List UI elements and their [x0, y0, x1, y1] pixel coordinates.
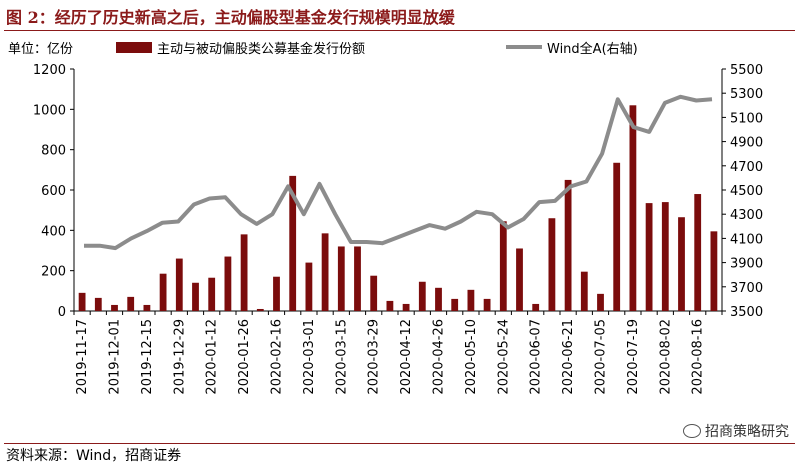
bar [678, 217, 685, 311]
bar [580, 271, 588, 311]
left-y-tick-label: 1000 [33, 103, 66, 118]
bar [94, 297, 102, 311]
bar [564, 179, 572, 311]
x-tick-label: 2020-06-21 [561, 319, 576, 395]
right-y-tick-label: 5500 [730, 63, 763, 78]
bar [111, 304, 118, 311]
bar [143, 304, 151, 311]
bar [402, 303, 410, 311]
right-y-tick-label: 5100 [730, 111, 763, 126]
bar [694, 194, 702, 311]
x-tick-label: 2019-12-01 [108, 319, 123, 395]
right-y-tick-label: 4100 [730, 232, 763, 247]
right-y-tick-label: 3500 [730, 305, 763, 320]
legend-line-label: Wind全A(右轴) [547, 41, 638, 57]
bar [127, 296, 135, 311]
bar [613, 162, 621, 311]
x-tick-label: 2019-12-15 [140, 319, 155, 395]
bar [548, 218, 556, 311]
x-tick-label: 2020-07-19 [626, 319, 641, 395]
series-line-wind-a [84, 94, 713, 251]
bar [451, 298, 459, 311]
x-tick-label: 2020-06-07 [529, 319, 544, 395]
watermark: 招商策略研究 [683, 421, 789, 441]
x-tick-label: 2020-03-01 [302, 319, 317, 395]
bar [661, 202, 669, 311]
bar [159, 273, 167, 311]
bar [516, 248, 523, 311]
x-tick-label: 2020-04-12 [399, 319, 414, 395]
bar [467, 289, 475, 311]
bar [418, 281, 426, 311]
bar [224, 256, 232, 311]
x-tick-label: 2020-05-24 [496, 319, 511, 395]
legend-bar-label: 主动与被动偏股类公募基金发行份额 [157, 41, 365, 57]
x-tick-label: 2020-08-16 [691, 319, 706, 395]
left-y-tick-label: 1200 [33, 63, 66, 78]
left-y-tick-label: 0 [58, 305, 66, 320]
left-y-tick-label: 600 [41, 184, 66, 199]
x-tick-label: 2020-01-12 [205, 319, 220, 395]
right-y-tick-label: 4900 [730, 136, 763, 151]
right-y-tick-label: 5300 [730, 87, 763, 102]
left-y-tick-label: 400 [41, 224, 66, 239]
x-tick-label: 2020-05-10 [464, 319, 479, 395]
source-note: 资料来源：Wind，招商证券 [6, 448, 182, 464]
left-y-tick-label: 200 [41, 265, 66, 280]
bar [629, 105, 637, 311]
bar [532, 303, 540, 311]
bar [354, 246, 361, 311]
source-divider [4, 443, 795, 444]
y-axis-unit-label: 单位：亿份 [8, 42, 73, 57]
x-tick-label: 2020-08-02 [658, 319, 673, 395]
bar [175, 258, 183, 311]
bar [289, 175, 297, 311]
x-tick-label: 2020-02-16 [270, 319, 285, 395]
legend-bar-swatch [116, 42, 152, 53]
bar [597, 293, 604, 311]
right-y-tick-label: 3700 [730, 281, 763, 296]
bar [499, 221, 507, 311]
x-tick-label: 2019-11-17 [75, 319, 90, 395]
bar [273, 276, 280, 311]
bar [337, 246, 345, 311]
bar [645, 203, 653, 311]
left-y-tick-label: 800 [41, 144, 66, 159]
bar [240, 234, 248, 311]
right-y-tick-label: 4700 [730, 160, 763, 175]
x-tick-label: 2020-03-29 [367, 319, 382, 395]
bar [435, 287, 442, 311]
title-divider [4, 30, 795, 31]
bar [305, 262, 313, 311]
wechat-icon [683, 424, 701, 438]
right-y-tick-label: 3900 [730, 257, 763, 272]
bar [483, 298, 491, 311]
bar [192, 282, 199, 311]
right-y-tick-label: 4300 [730, 208, 763, 223]
x-tick-label: 2020-01-26 [237, 319, 252, 395]
x-tick-label: 2020-04-26 [432, 319, 447, 395]
x-tick-label: 2019-12-29 [172, 319, 187, 395]
x-tick-label: 2020-07-05 [594, 319, 609, 395]
right-y-tick-label: 4500 [730, 184, 763, 199]
bar [78, 292, 86, 311]
bar [208, 277, 216, 311]
bar [710, 231, 718, 311]
bar [370, 275, 378, 311]
bar [256, 308, 264, 311]
bar [386, 300, 394, 311]
watermark-text: 招商策略研究 [705, 424, 789, 440]
chart-title: 图 2：经历了历史新高之后，主动偏股型基金发行规模明显放缓 [6, 8, 455, 27]
bar [321, 233, 329, 311]
x-tick-label: 2020-03-15 [334, 319, 349, 395]
